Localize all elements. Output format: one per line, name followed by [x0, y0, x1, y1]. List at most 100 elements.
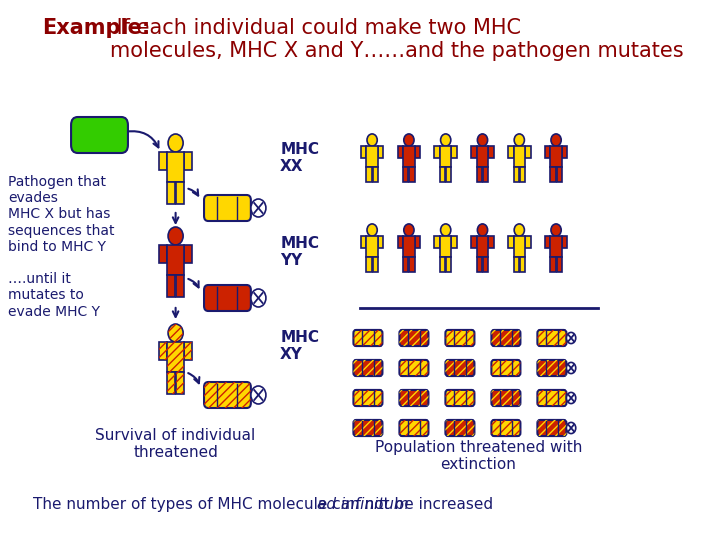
Circle shape	[168, 324, 183, 342]
FancyBboxPatch shape	[491, 360, 521, 376]
Bar	[366, 166, 372, 181]
Bar	[184, 342, 192, 360]
Bar	[508, 236, 513, 248]
Bar	[410, 166, 415, 181]
Bar	[451, 236, 457, 248]
Bar	[361, 146, 366, 158]
FancyBboxPatch shape	[537, 360, 567, 376]
FancyBboxPatch shape	[537, 330, 567, 346]
Circle shape	[567, 333, 576, 343]
Bar	[176, 182, 184, 204]
Circle shape	[404, 134, 414, 146]
Bar	[451, 146, 457, 158]
Bar	[520, 256, 525, 272]
Bar	[415, 236, 420, 248]
Bar	[471, 146, 477, 158]
Bar	[361, 236, 366, 248]
Bar	[513, 236, 525, 256]
FancyBboxPatch shape	[354, 330, 382, 346]
Bar	[477, 236, 488, 256]
Bar	[562, 146, 567, 158]
Bar	[373, 166, 378, 181]
Bar	[488, 146, 494, 158]
Bar	[373, 256, 378, 272]
Bar	[184, 152, 192, 170]
Circle shape	[168, 227, 183, 245]
Bar	[557, 166, 562, 181]
Bar	[167, 342, 184, 372]
Bar	[477, 166, 482, 181]
Bar	[440, 256, 445, 272]
Bar	[176, 275, 184, 297]
Circle shape	[477, 224, 487, 236]
Bar	[520, 166, 525, 181]
Bar	[167, 372, 175, 394]
Circle shape	[514, 224, 524, 236]
Circle shape	[567, 393, 576, 403]
FancyBboxPatch shape	[400, 360, 428, 376]
Bar	[403, 236, 415, 256]
Bar	[403, 146, 415, 166]
Bar	[446, 256, 451, 272]
Bar	[483, 166, 488, 181]
FancyBboxPatch shape	[354, 360, 382, 376]
Text: Example:: Example:	[42, 18, 150, 38]
Bar	[525, 236, 531, 248]
FancyBboxPatch shape	[491, 390, 521, 406]
Text: If each individual could make two MHC
molecules, MHC X and Y……and the pathogen m: If each individual could make two MHC mo…	[110, 18, 684, 61]
Bar	[397, 236, 403, 248]
Bar	[508, 146, 513, 158]
Text: MHC
YY: MHC YY	[280, 236, 319, 268]
Bar	[440, 146, 451, 166]
Circle shape	[567, 362, 576, 374]
Bar	[471, 236, 477, 248]
Bar	[397, 146, 403, 158]
Circle shape	[551, 134, 561, 146]
Text: ad infinitum: ad infinitum	[317, 497, 409, 512]
Bar	[176, 372, 184, 394]
FancyBboxPatch shape	[491, 330, 521, 346]
Bar	[488, 236, 494, 248]
FancyBboxPatch shape	[204, 195, 251, 221]
FancyBboxPatch shape	[204, 285, 251, 311]
Text: Survival of individual
threatened: Survival of individual threatened	[96, 428, 256, 461]
Text: Pathogen that
evades
MHC X but has
sequences that
bind to MHC Y

….until it
muta: Pathogen that evades MHC X but has seque…	[9, 175, 115, 319]
Circle shape	[251, 386, 266, 404]
FancyBboxPatch shape	[354, 390, 382, 406]
Bar	[415, 146, 420, 158]
Bar	[550, 256, 556, 272]
Bar	[167, 275, 175, 297]
Bar	[403, 256, 408, 272]
Circle shape	[367, 134, 377, 146]
FancyBboxPatch shape	[446, 390, 474, 406]
Bar	[477, 256, 482, 272]
Bar	[378, 236, 384, 248]
Circle shape	[477, 134, 487, 146]
Circle shape	[441, 134, 451, 146]
Text: The number of types of MHC molecule can not be increased: The number of types of MHC molecule can …	[33, 497, 498, 512]
FancyBboxPatch shape	[71, 117, 128, 153]
FancyBboxPatch shape	[400, 420, 428, 436]
Circle shape	[168, 134, 183, 152]
Bar	[184, 245, 192, 263]
Bar	[159, 245, 167, 263]
Bar	[440, 166, 445, 181]
FancyBboxPatch shape	[400, 390, 428, 406]
Bar	[434, 236, 440, 248]
Bar	[159, 342, 167, 360]
Text: MHC
XX: MHC XX	[280, 142, 319, 174]
Bar	[545, 236, 550, 248]
Bar	[167, 342, 184, 372]
FancyBboxPatch shape	[446, 330, 474, 346]
Bar	[167, 245, 184, 275]
Bar	[410, 256, 415, 272]
Bar	[513, 146, 525, 166]
Bar	[545, 146, 550, 158]
Circle shape	[367, 224, 377, 236]
Bar	[167, 152, 184, 182]
Bar	[176, 372, 184, 394]
Bar	[159, 342, 167, 360]
Bar	[562, 236, 567, 248]
FancyBboxPatch shape	[204, 382, 251, 408]
Text: Population threatened with
extinction: Population threatened with extinction	[374, 440, 582, 472]
